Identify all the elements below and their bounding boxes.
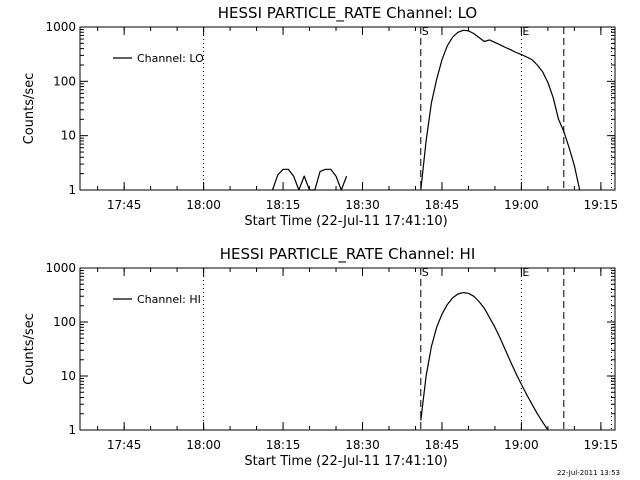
footer-timestamp: 22-Jul-2011 13:53 (557, 469, 620, 477)
y-tick-label: 1000 (45, 261, 76, 275)
y-axis-label: Counts/sec (22, 313, 37, 385)
x-axis-label: Start Time (22-Jul-11 17:41:10) (244, 214, 447, 229)
x-tick-label: 18:15 (266, 438, 301, 452)
y-tick-label: 1 (68, 423, 76, 437)
data-line (420, 292, 549, 431)
x-tick-label: 19:00 (504, 438, 539, 452)
chart-panel-1: HESSI PARTICLE_RATE Channel: LO Start Tim… (22, 4, 618, 229)
y-tick-label: 100 (53, 74, 76, 88)
x-tick-label: 19:15 (584, 438, 619, 452)
marker-label-s: S (422, 266, 429, 279)
marker-label-e: E (522, 25, 529, 38)
legend-entry: Channel: LO (137, 52, 204, 65)
data-line (271, 168, 348, 191)
chart-title: HESSI PARTICLE_RATE Channel: LO (218, 4, 477, 23)
x-tick-label: 19:15 (584, 198, 619, 212)
chart-title: HESSI PARTICLE_RATE Channel: HI (220, 245, 476, 264)
x-tick-label: 18:15 (266, 198, 301, 212)
data-line (420, 29, 581, 191)
y-tick-label: 1 (68, 183, 76, 197)
x-tick-label: 18:00 (186, 198, 221, 212)
x-tick-label: 18:00 (186, 438, 221, 452)
plot-frame (79, 267, 616, 431)
y-tick-label: 1000 (45, 20, 76, 34)
plot-frame (79, 26, 616, 191)
x-tick-label: 18:30 (345, 438, 380, 452)
y-tick-label: 10 (61, 129, 76, 143)
x-axis-label: Start Time (22-Jul-11 17:41:10) (244, 454, 447, 469)
x-tick-label: 18:45 (425, 438, 460, 452)
x-tick-label: 18:30 (345, 198, 380, 212)
y-axis-label: Counts/sec (22, 73, 37, 145)
x-tick-label: 17:45 (107, 438, 142, 452)
y-tick-label: 100 (53, 315, 76, 329)
x-tick-label: 19:00 (504, 198, 539, 212)
chart-panel-2: HESSI PARTICLE_RATE Channel: HI Start Tim… (22, 245, 618, 469)
x-tick-label: 18:45 (425, 198, 460, 212)
marker-label-s: S (422, 25, 429, 38)
marker-label-e: E (522, 266, 529, 279)
x-tick-label: 17:45 (107, 198, 142, 212)
legend-entry: Channel: HI (137, 293, 201, 306)
y-tick-label: 10 (61, 369, 76, 383)
